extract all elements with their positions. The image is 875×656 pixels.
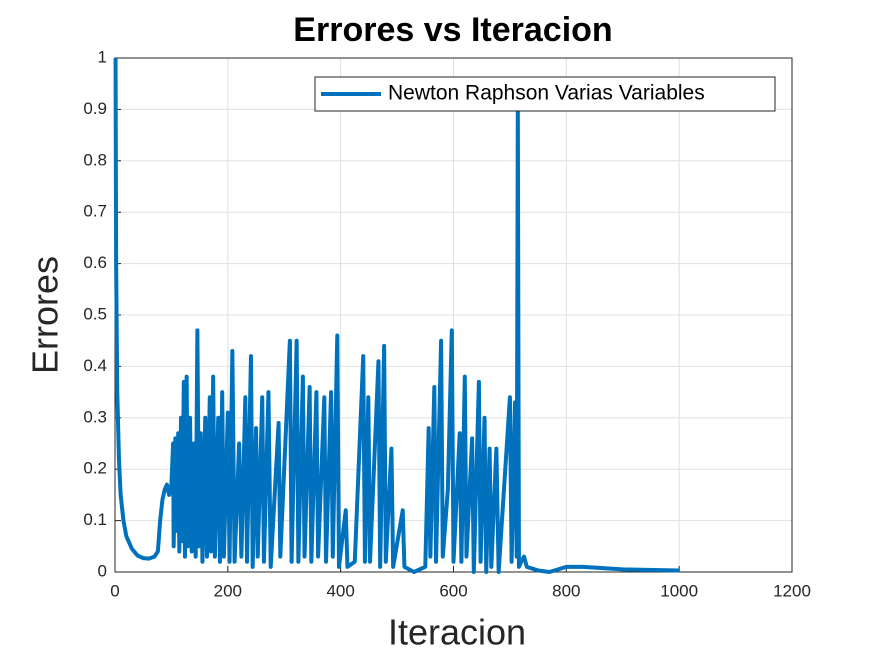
x-tick-label: 200 [214, 581, 242, 600]
y-tick-label: 0 [98, 561, 107, 580]
y-axis-label: Errores [25, 256, 66, 374]
data-line [113, 57, 680, 574]
x-tick-label: 1000 [660, 581, 698, 600]
y-tick-label: 0.8 [83, 150, 107, 169]
x-tick-label: 1200 [773, 581, 811, 600]
x-axis-label: Iteracion [388, 612, 526, 653]
y-tick-label: 0.2 [83, 459, 107, 478]
y-tick-label: 0.6 [83, 253, 107, 272]
y-tick-label: 0.4 [83, 356, 107, 375]
y-tick-label: 0.3 [83, 407, 107, 426]
chart-title: Errores vs Iteracion [293, 11, 612, 49]
x-tick-label: 600 [439, 581, 467, 600]
y-tick-label: 1 [98, 47, 107, 66]
y-tick-label: 0.9 [83, 99, 107, 118]
legend-label: Newton Raphson Varias Variables [388, 82, 705, 105]
y-tick-label: 0.5 [83, 304, 107, 323]
y-tick-label: 0.7 [83, 202, 107, 221]
x-tick-label: 800 [552, 581, 580, 600]
legend: Newton Raphson Varias Variables [314, 76, 776, 112]
legend-box [314, 76, 776, 112]
y-tick-label: 0.1 [83, 510, 107, 529]
x-tick-label: 0 [110, 581, 119, 600]
x-tick-label: 400 [326, 581, 354, 600]
